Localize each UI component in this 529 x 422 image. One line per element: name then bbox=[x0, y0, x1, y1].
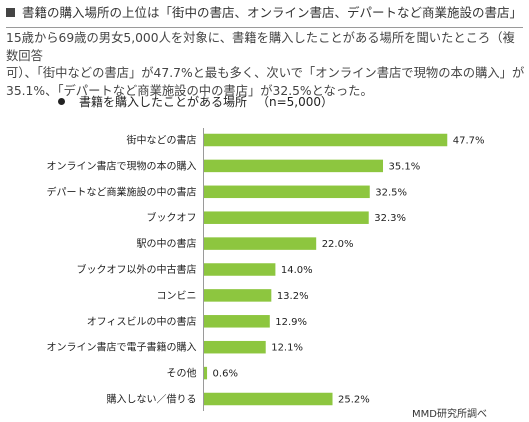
value-label: 13.2% bbox=[277, 291, 309, 302]
value-label: 12.1% bbox=[271, 343, 303, 354]
category-label: オンライン書店で現物の本の購入 bbox=[47, 159, 197, 172]
bar bbox=[204, 185, 370, 199]
intro-line-1: 15歳から69歳の男女5,000人を対象に、書籍を購入したことがある場所を聞いた… bbox=[6, 31, 515, 63]
bar bbox=[204, 159, 384, 173]
category-label: ブックオフ bbox=[147, 211, 197, 224]
bar bbox=[204, 133, 448, 147]
category-label: 駅の中の書店 bbox=[137, 237, 197, 250]
category-label: 街中などの書店 bbox=[127, 134, 197, 147]
category-label: デパートなど商業施設の中の書店 bbox=[47, 185, 197, 198]
category-label: コンビニ bbox=[157, 290, 197, 302]
source-note: MMD研究所調べ bbox=[412, 409, 487, 420]
intro-paragraph: 15歳から69歳の男女5,000人を対象に、書籍を購入したことがある場所を聞いた… bbox=[6, 30, 525, 100]
category-label: 購入しない／借りる bbox=[107, 393, 197, 406]
intro-line-2: 可）、「街中などの書店」が47.7%と最も多く、次いで「オンライン書店で現物の本… bbox=[6, 66, 525, 80]
category-label: その他 bbox=[167, 367, 197, 380]
heading-text: 書籍の購入場所の上位は「街中の書店、オンライン書店、デパートなど商業施設の書店」 bbox=[22, 5, 523, 20]
intro-line-3: 35.1%、「デパートなど商業施設の中の書店」が32.5%となった。 bbox=[6, 83, 373, 98]
value-label: 12.9% bbox=[275, 317, 307, 328]
value-label: 0.6% bbox=[213, 369, 238, 380]
bar bbox=[204, 340, 266, 354]
value-label: 32.3% bbox=[374, 213, 406, 224]
heading-divider bbox=[6, 27, 523, 28]
bar bbox=[204, 211, 369, 224]
black-square-icon bbox=[6, 8, 15, 17]
bar bbox=[204, 263, 276, 276]
value-label: 32.5% bbox=[375, 187, 407, 198]
bar bbox=[204, 315, 270, 328]
value-label: 22.0% bbox=[322, 239, 354, 250]
bar bbox=[204, 392, 333, 406]
bar bbox=[204, 289, 272, 302]
section-heading: 書籍の購入場所の上位は「街中の書店、オンライン書店、デパートなど商業施設の書店」 bbox=[6, 4, 523, 22]
value-label: 35.1% bbox=[389, 161, 421, 172]
chart-title: 書籍を購入したことがある場所 （n=5,000） bbox=[58, 94, 518, 110]
value-label: 14.0% bbox=[281, 265, 313, 276]
bullet-dot-icon bbox=[58, 98, 65, 105]
category-label: オンライン書店で電子書籍の購入 bbox=[47, 341, 197, 354]
bar bbox=[204, 237, 317, 250]
value-label: 25.2% bbox=[338, 395, 370, 406]
bar bbox=[204, 366, 208, 380]
value-label: 47.7% bbox=[453, 136, 485, 147]
category-label: ブックオフ以外の中古書店 bbox=[77, 263, 197, 276]
chart-title-text: 書籍を購入したことがある場所 bbox=[79, 95, 248, 109]
sample-size: （n=5,000） bbox=[257, 95, 334, 109]
category-label: オフィスビルの中の書店 bbox=[87, 315, 197, 328]
